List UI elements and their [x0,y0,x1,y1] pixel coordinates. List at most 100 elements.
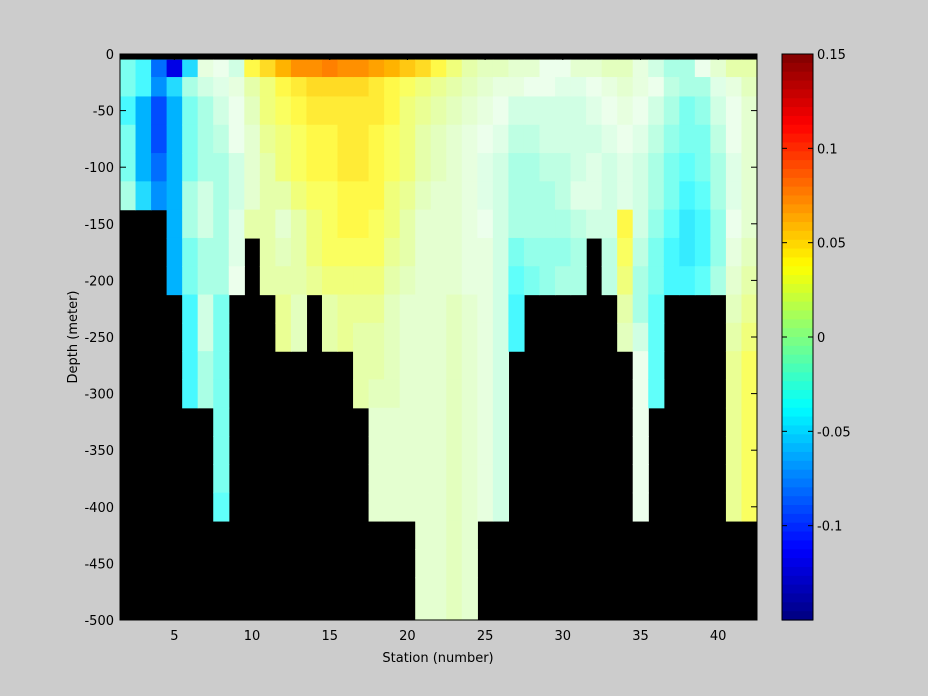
heatmap-cell [213,379,230,409]
heatmap-cell [632,266,649,296]
heatmap-cell [725,379,743,409]
heatmap-cell [430,577,447,621]
colorbar-band [782,71,813,82]
colorbar-bands [782,54,813,621]
heatmap-cell [120,124,137,154]
heatmap-cell [197,379,214,409]
heatmap-cell [415,520,432,550]
surface-cell [321,59,339,78]
heatmap-cell [197,209,214,239]
colorbar-band [782,398,813,409]
heatmap-cell [337,209,354,239]
heatmap-cell [710,209,727,239]
heatmap-cell [586,76,603,98]
heatmap-cell [290,322,308,352]
colorbar-band [782,98,813,108]
heatmap-cell [275,237,292,267]
surface-cell [741,59,758,78]
heatmap-cell [508,266,525,296]
heatmap-cell [182,209,199,239]
heatmap-cell [368,379,385,409]
colorbar-band [782,575,813,586]
heatmap-cell [617,124,634,154]
heatmap-cell [399,436,416,465]
heatmap-cell [477,492,494,522]
y-tick-label: 0 [106,48,114,63]
heatmap-cell [353,209,370,239]
heatmap-cell [368,492,385,522]
heatmap-cell [523,209,541,239]
surface-cell [166,59,183,78]
heatmap-cell [321,322,339,352]
colorbar-band [782,549,813,559]
heatmap-cell [197,181,214,211]
heatmap-cell [430,379,447,409]
colorbar-band [782,611,813,621]
heatmap-cell [197,322,214,352]
heatmap-cell [213,181,230,211]
heatmap-cell [555,76,572,98]
colorbar-band [782,337,813,347]
heatmap-cell [368,294,385,324]
heatmap-cell [741,237,758,267]
heatmap-cell [135,96,152,126]
colorbar-tick-label: -0.05 [817,425,851,440]
colorbar-band [782,584,813,595]
heatmap-cell [135,76,152,98]
colorbar-band [782,160,813,170]
heatmap-cell [182,237,199,267]
heatmap-cell [430,153,447,182]
heatmap-cell [632,464,649,494]
heatmap-cell [477,76,494,98]
heatmap-cell [120,153,137,182]
surface-cell [275,59,292,78]
heatmap-cell [741,492,758,522]
heatmap-cell [213,237,230,267]
heatmap-cell [290,124,308,154]
heatmap-cell [617,322,634,352]
colorbar: 0.15 0.1 0.05 0 -0.05 -0.1 [781,48,851,621]
heatmap-cell [384,492,401,522]
heatmap-cell [477,322,494,352]
heatmap-cell [492,436,510,465]
heatmap-cell [523,237,541,267]
heatmap-cell [461,266,478,296]
heatmap-cell [228,76,245,98]
x-tick-label: 35 [632,629,649,644]
heatmap-cell [368,76,385,98]
heatmap-cell [430,76,447,98]
heatmap-cell [151,96,168,126]
heatmap-cell [570,209,587,239]
colorbar-band [782,292,813,303]
colorbar-band [782,248,813,258]
heatmap-cell [384,209,401,239]
heatmap-cell [384,294,401,324]
heatmap-cell [539,209,556,239]
heatmap-cell [228,266,245,296]
heatmap-cell [368,181,385,211]
colorbar-band [782,381,813,391]
heatmap-cell [570,237,587,267]
heatmap-cell [197,351,214,381]
heatmap-cell [197,76,214,98]
heatmap-cell [586,209,603,239]
heatmap-cell [135,181,152,211]
heatmap-cell [555,266,572,296]
heatmap-cell [415,379,432,409]
heatmap-cell [632,181,649,211]
heatmap-cell [244,209,261,239]
y-tick-label: -100 [84,161,114,176]
heatmap-cell [648,209,665,239]
heatmap-cell [384,153,401,182]
y-tick-label: -250 [84,331,114,346]
heatmap-cell [166,209,183,239]
heatmap-cell [213,76,230,98]
heatmap-cell [694,124,711,154]
heatmap-cell [679,96,696,126]
heatmap-cell [492,266,510,296]
heatmap-cell [384,181,401,211]
heatmap-cell [353,237,370,267]
heatmap-cell [477,407,494,437]
heatmap-cell [446,322,463,352]
heatmap-cell [368,407,385,437]
